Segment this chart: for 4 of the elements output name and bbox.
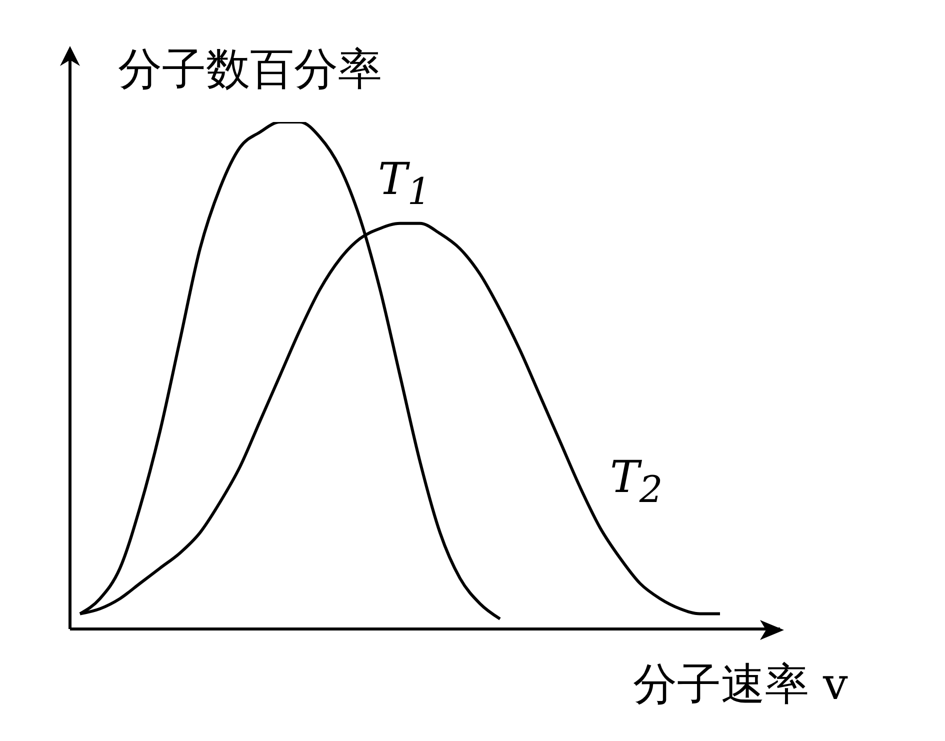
series-label: T$_{1}$ [378, 154, 431, 213]
y-axis-title: 分子数百分率 [118, 44, 382, 95]
x-axis-title: 分子速率 v [633, 659, 848, 710]
series-label: T$_{2}$ [610, 452, 663, 511]
